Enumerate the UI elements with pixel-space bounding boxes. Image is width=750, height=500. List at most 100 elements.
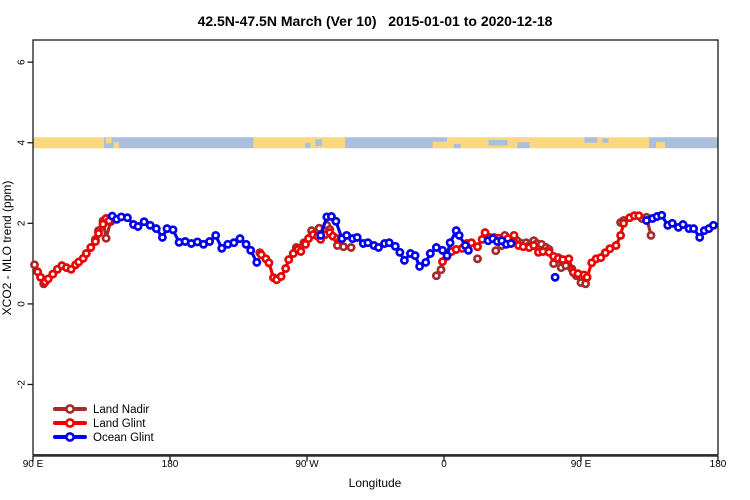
data-point: [205, 237, 215, 246]
data-point: [284, 255, 294, 265]
data-point: [151, 224, 161, 234]
data-point: [229, 238, 239, 248]
data-point: [86, 243, 96, 252]
legend-marker: [65, 404, 75, 414]
data-point: [281, 264, 291, 273]
data-point: [550, 272, 560, 282]
data-point: [582, 272, 592, 282]
y-tick-label: 2: [17, 220, 28, 226]
strip-ocean-patch: [453, 143, 461, 149]
data-point: [276, 272, 286, 281]
data-point: [384, 238, 394, 248]
data-point: [431, 271, 441, 281]
y-tick-label: 0: [17, 301, 28, 307]
data-point: [30, 260, 39, 270]
data-point: [646, 230, 656, 240]
data-point: [506, 239, 516, 248]
x-tick-label: 180: [162, 459, 179, 470]
data-point: [264, 258, 274, 268]
data-point: [139, 217, 149, 227]
data-point: [145, 220, 155, 230]
data-point: [339, 242, 348, 252]
legend-label: Ocean Glint: [93, 432, 155, 444]
data-point: [252, 257, 262, 267]
strip-ocean-patch: [315, 139, 323, 147]
data-point: [708, 220, 718, 230]
legend-item-ocean-glint: Ocean Glint: [53, 432, 155, 444]
data-point: [421, 257, 431, 267]
data-point: [331, 216, 341, 226]
strip-land-segment: [447, 137, 650, 149]
data-point: [316, 230, 326, 240]
data-point: [529, 241, 539, 250]
data-point: [564, 254, 574, 264]
data-point: [616, 230, 626, 240]
data-point: [90, 237, 100, 246]
strip-land-patch: [656, 142, 666, 149]
data-point: [473, 254, 482, 264]
data-point: [43, 274, 53, 284]
strip-land-segment: [253, 137, 346, 149]
x-tick-label: 90 E: [23, 459, 44, 470]
data-series: [30, 210, 718, 289]
data-point: [241, 239, 251, 249]
data-point: [246, 245, 256, 255]
x-axis-label: Longitude: [349, 476, 402, 490]
data-point: [101, 233, 111, 243]
data-point: [480, 228, 490, 238]
strip-ocean-patch: [602, 138, 609, 143]
data-point: [48, 269, 58, 279]
data-point: [596, 253, 606, 263]
plot-border: [32, 39, 719, 456]
y-axis-label: XCO2 - MLO trend (ppm): [0, 181, 14, 316]
strip-land-patch: [113, 142, 120, 149]
data-point: [390, 241, 400, 251]
data-point: [438, 257, 447, 267]
data-point: [415, 261, 425, 271]
x-tick-label: 90 W: [295, 459, 319, 470]
data-point: [436, 265, 446, 275]
data-point: [133, 222, 143, 231]
strip-ocean-segment: [103, 137, 254, 149]
data-point: [399, 255, 409, 265]
data-point: [454, 230, 464, 240]
data-point: [122, 213, 132, 223]
data-point: [509, 230, 519, 240]
legend: Land Nadir Land Glint Ocean Glint: [53, 404, 155, 444]
strip-land-patch: [105, 137, 112, 144]
legend-item-land-glint: Land Glint: [53, 418, 146, 430]
data-point: [678, 220, 688, 229]
strip-ocean-patch: [305, 142, 311, 149]
strip-ocean-segment: [345, 137, 448, 149]
data-point: [445, 238, 455, 248]
data-point: [235, 234, 245, 244]
y-tick-label: 6: [17, 59, 28, 65]
axes: 90 E 180 90 W 0 90 E 180 -2 0 2 4 6: [17, 39, 727, 470]
data-point: [352, 232, 362, 242]
legend-item-land-nadir: Land Nadir: [53, 404, 149, 416]
data-point: [473, 242, 482, 252]
data-point: [491, 246, 501, 256]
y-tick-label: -2: [17, 380, 28, 389]
data-point: [211, 230, 221, 240]
series-land-nadir: [30, 212, 656, 289]
x-tick-label: 180: [710, 459, 727, 470]
data-point: [410, 251, 420, 261]
data-point: [611, 241, 621, 250]
strip-ocean-patch: [584, 137, 598, 143]
x-tick-label: 90 E: [571, 459, 592, 470]
legend-label: Land Glint: [93, 418, 146, 430]
chart-title: 42.5N-47.5N March (Ver 10) 2015-01-01 to…: [197, 13, 553, 29]
data-point: [374, 243, 383, 252]
legend-marker: [65, 432, 75, 442]
data-point: [619, 218, 629, 228]
data-point: [438, 245, 447, 255]
series-ocean-glint: [107, 210, 718, 282]
data-point: [94, 228, 103, 238]
data-point: [442, 251, 452, 261]
data-point: [695, 232, 705, 242]
data-point: [634, 211, 644, 221]
strip-ocean-segment: [649, 137, 718, 149]
